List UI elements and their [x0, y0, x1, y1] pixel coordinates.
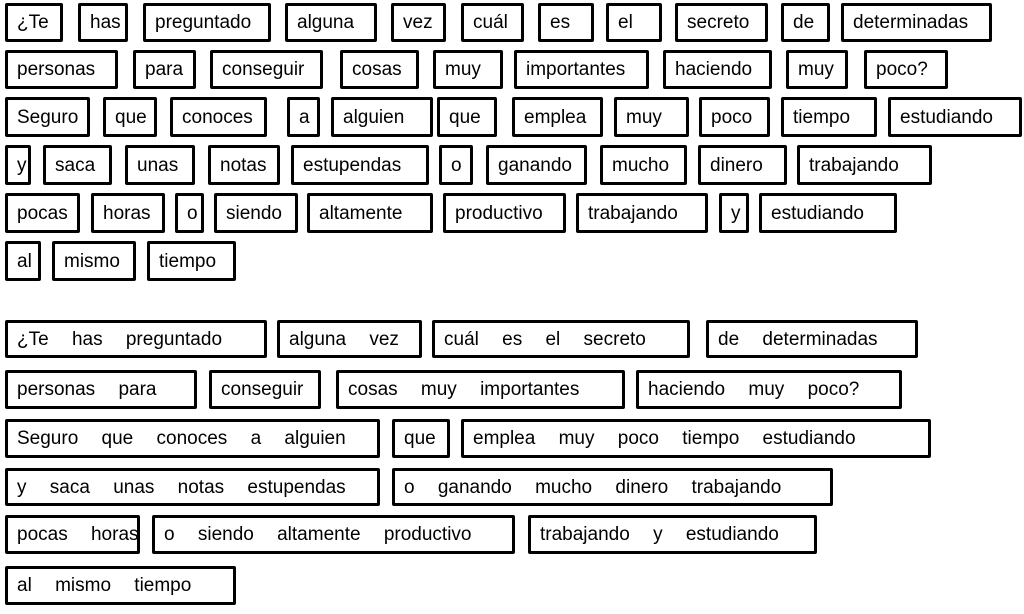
word-box: ¿Te [5, 3, 63, 42]
word-box: alguna [285, 3, 377, 42]
word-box: muy [614, 97, 689, 137]
word-box: estudiando [888, 97, 1022, 137]
word-box: siendo [214, 193, 298, 233]
word-box: y [5, 145, 31, 185]
word-box: alguien [331, 97, 433, 137]
phrase-box: cuál es el secreto [432, 320, 690, 358]
word-box: que [103, 97, 157, 137]
phrase-box: trabajando y estudiando [528, 515, 817, 554]
word-box: unas [125, 145, 195, 185]
word-box: que [437, 97, 497, 137]
word-box: poco [699, 97, 770, 137]
phrase-box: personas para [5, 370, 197, 409]
word-box: pocas [5, 193, 80, 233]
word-box: emplea [512, 97, 603, 137]
word-box: importantes [514, 50, 649, 89]
word-box: estupendas [291, 145, 429, 185]
word-box: a [287, 97, 320, 137]
word-box: secreto [675, 3, 768, 42]
word-box: dinero [698, 145, 787, 185]
phrase-box: Seguro que conoces a alguien [5, 419, 380, 458]
word-box: estudiando [759, 193, 897, 233]
word-box: mucho [600, 145, 687, 185]
phrase-box: al mismo tiempo [5, 566, 236, 605]
word-box: al [5, 241, 41, 281]
word-box: trabajando [797, 145, 932, 185]
word-box: conseguir [210, 50, 323, 89]
word-box: personas [5, 50, 118, 89]
word-box: tiempo [147, 241, 236, 281]
word-box: determinadas [841, 3, 992, 42]
word-box: cosas [340, 50, 419, 89]
word-box: para [133, 50, 196, 89]
phrase-box: que [392, 419, 450, 458]
word-box: Seguro [5, 97, 90, 137]
word-box: saca [43, 145, 112, 185]
word-box: el [606, 3, 662, 42]
phrase-box: haciendo muy poco? [636, 370, 902, 409]
word-box: productivo [443, 193, 566, 233]
word-box: de [781, 3, 830, 42]
word-box: muy [433, 50, 503, 89]
phrase-box: conseguir [209, 370, 321, 409]
word-box: poco? [864, 50, 948, 89]
phrase-box: de determinadas [706, 320, 918, 358]
word-box: o [439, 145, 473, 185]
word-box: notas [208, 145, 280, 185]
word-box: preguntado [143, 3, 271, 42]
word-box: cuál [461, 3, 524, 42]
word-box: ganando [486, 145, 587, 185]
word-box: vez [391, 3, 446, 42]
phrase-box: o siendo altamente productivo [152, 515, 515, 554]
word-box: horas [91, 193, 165, 233]
word-box: has [78, 3, 128, 42]
word-box: altamente [307, 193, 433, 233]
word-box: y [719, 193, 749, 233]
word-box: es [538, 3, 594, 42]
word-box: trabajando [576, 193, 708, 233]
phrase-box: y saca unas notas estupendas [5, 468, 380, 506]
word-box: mismo [52, 241, 136, 281]
phrase-box: emplea muy poco tiempo estudiando [461, 419, 931, 458]
phrase-box: pocas horas [5, 515, 140, 554]
word-box: o [175, 193, 204, 233]
word-box: conoces [170, 97, 267, 137]
word-box: tiempo [781, 97, 877, 137]
phrase-box: ¿Te has preguntado [5, 320, 267, 358]
phrase-box: alguna vez [277, 320, 422, 358]
phrase-box: cosas muy importantes [336, 370, 625, 409]
phrase-box: o ganando mucho dinero trabajando [392, 468, 833, 506]
word-box: muy [786, 50, 848, 89]
word-box: haciendo [663, 50, 772, 89]
